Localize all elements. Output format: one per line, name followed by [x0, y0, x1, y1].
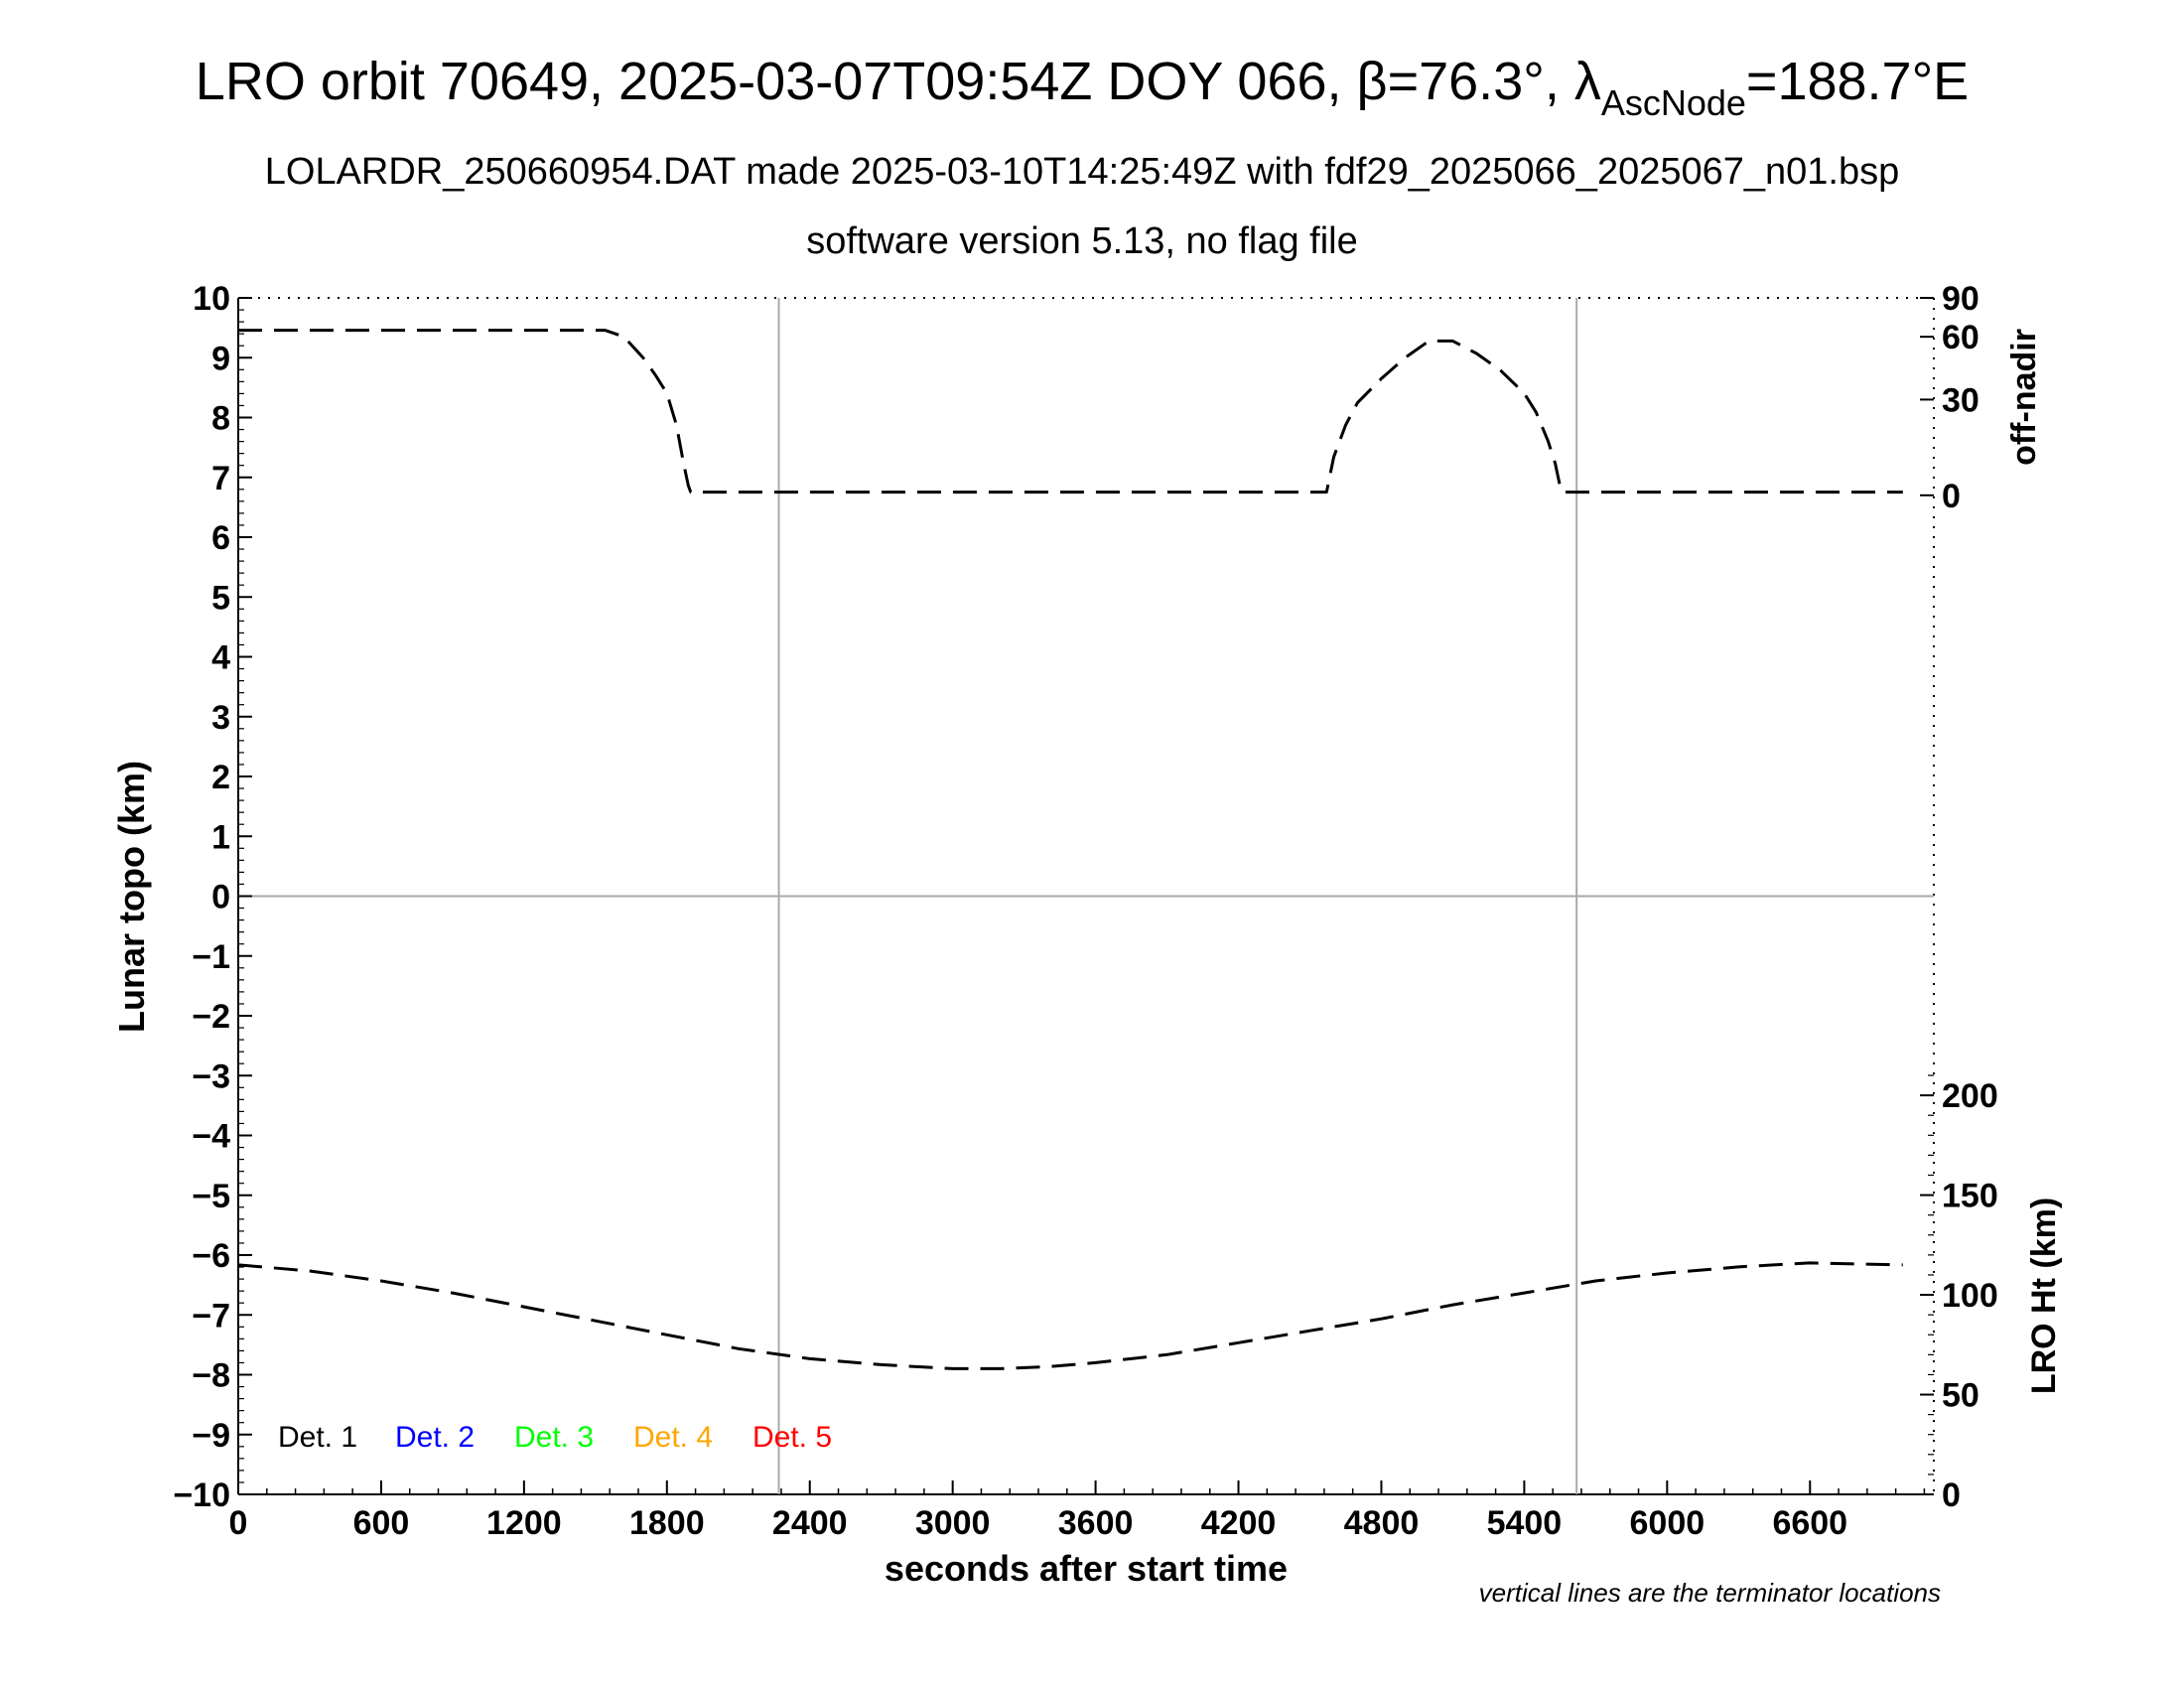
off-nadir-tick-label: 60: [1942, 319, 1979, 356]
y-tick-label: 10: [193, 280, 230, 318]
y-tick-label: −10: [173, 1477, 230, 1514]
x-tick-label: 600: [353, 1504, 410, 1542]
y-tick-label: 1: [211, 818, 230, 856]
legend-item-det-5: Det. 5: [752, 1421, 832, 1454]
chart-subtitle: LOLARDR_250660954.DAT made 2025-03-10T14…: [265, 151, 1900, 193]
right-axis-label-lro-ht: LRO Ht (km): [2025, 1197, 2063, 1394]
legend: Det. 1 Det. 2 Det. 3 Det. 4 Det. 5: [278, 1421, 832, 1454]
y-tick-label: 5: [211, 579, 230, 617]
y-tick-label: 8: [211, 400, 230, 438]
series-line-off-nadir: [238, 329, 1903, 494]
x-tick-label: 6000: [1630, 1504, 1706, 1542]
right-axis-label-off-nadir: off-nadir: [2005, 329, 2043, 466]
y-tick-label: −8: [192, 1357, 230, 1395]
y-tick-label: 2: [211, 759, 230, 796]
y-tick-label: 0: [211, 879, 230, 916]
y-axis-label: Lunar topo (km): [111, 761, 152, 1033]
lro-ht-tick-label: 100: [1942, 1277, 1998, 1315]
legend-item-det-4: Det. 4: [633, 1421, 713, 1454]
lro-ht-tick-label: 0: [1942, 1477, 1961, 1514]
x-tick-label: 0: [229, 1504, 248, 1542]
lro-ht-tick-label: 200: [1942, 1077, 1998, 1115]
y-tick-label: 3: [211, 699, 230, 737]
lro-ht-tick-label: 150: [1942, 1178, 1998, 1215]
x-axis-label: seconds after start time: [885, 1548, 1288, 1589]
x-tick-label: 4200: [1201, 1504, 1277, 1542]
x-tick-label: 5400: [1487, 1504, 1563, 1542]
x-tick-label: 2400: [772, 1504, 848, 1542]
y-tick-label: −5: [192, 1178, 230, 1215]
y-tick-label: −2: [192, 998, 230, 1036]
off-nadir-tick-label: 0: [1942, 478, 1961, 515]
lro-ht-tick-label: 50: [1942, 1377, 1979, 1415]
y-tick-label: −3: [192, 1057, 230, 1095]
terminator-note: vertical lines are the terminator locati…: [1479, 1578, 1941, 1608]
y-tick-label: −7: [192, 1297, 230, 1335]
x-tick-label: 3600: [1058, 1504, 1134, 1542]
y-tick-label: 7: [211, 460, 230, 497]
x-tick-label: 1200: [486, 1504, 562, 1542]
legend-item-det-1: Det. 1: [278, 1421, 357, 1454]
y-tick-label: −1: [192, 938, 230, 976]
x-tick-label: 1800: [629, 1504, 705, 1542]
x-tick-label: 6600: [1772, 1504, 1847, 1542]
chart-title: LRO orbit 70649, 2025-03-07T09:54Z DOY 0…: [196, 52, 1969, 123]
y-tick-label: −6: [192, 1237, 230, 1275]
legend-item-det-3: Det. 3: [514, 1421, 594, 1454]
series-line-lro-ht: [237, 1261, 1903, 1370]
y-tick-label: −4: [192, 1118, 230, 1156]
y-tick-label: 4: [211, 639, 230, 677]
y-tick-label: −9: [192, 1417, 230, 1455]
chart-subtitle-2: software version 5.13, no flag file: [806, 220, 1358, 262]
y-tick-label: 6: [211, 519, 230, 557]
y-tick-label: 9: [211, 340, 230, 377]
x-tick-label: 3000: [915, 1504, 991, 1542]
x-tick-label: 4800: [1344, 1504, 1420, 1542]
off-nadir-tick-label: 30: [1942, 381, 1979, 419]
legend-item-det-2: Det. 2: [395, 1421, 475, 1454]
off-nadir-tick-label: 90: [1942, 280, 1979, 318]
